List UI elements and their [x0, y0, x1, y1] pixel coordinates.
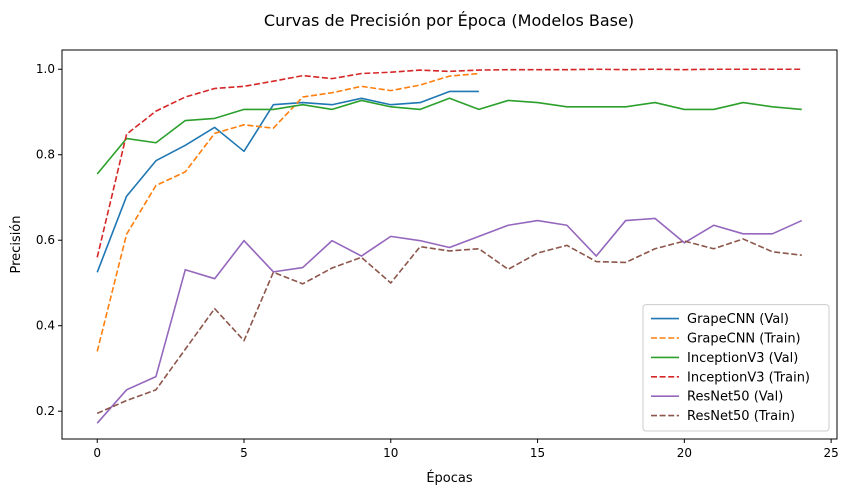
y-tick-label: 1.0	[36, 62, 55, 76]
axes: 0 5 10 15 20 25 0.2 0.4 0.6 0.8 1.0	[36, 62, 839, 460]
x-axis-title: Épocas	[426, 470, 473, 486]
x-tick-label: 10	[383, 446, 398, 460]
legend-label: GrapeCNN (Val)	[687, 312, 789, 327]
y-tick-label: 0.6	[36, 233, 55, 247]
x-tick-label: 5	[240, 446, 248, 460]
plot-area	[96, 68, 803, 424]
x-tick-label: 15	[530, 446, 545, 460]
legend-label: InceptionV3 (Val)	[687, 351, 798, 366]
x-tick-label: 25	[823, 446, 838, 460]
y-axis-title: Precisión	[9, 215, 24, 273]
series-line-0	[96, 90, 479, 273]
chart-title: Curvas de Precisión por Época (Modelos B…	[264, 11, 634, 30]
y-tick-label: 0.2	[36, 404, 55, 418]
y-tick-label: 0.4	[36, 319, 55, 333]
series-line-5	[96, 238, 802, 415]
series-line-4	[96, 217, 803, 424]
series-line-1	[96, 72, 479, 352]
legend-label: GrapeCNN (Train)	[687, 332, 801, 347]
legend-label: InceptionV3 (Train)	[687, 370, 810, 385]
series-line-3	[96, 68, 802, 258]
legend: GrapeCNN (Val) GrapeCNN (Train) InceptionV…	[642, 304, 830, 432]
y-tick-label: 0.8	[36, 148, 55, 162]
plot-frame	[61, 49, 838, 440]
x-tick-label: 0	[93, 446, 101, 460]
legend-box	[642, 304, 830, 432]
legend-label: ResNet50 (Val)	[687, 390, 783, 405]
x-tick-label: 20	[677, 446, 692, 460]
series-line-2	[96, 97, 802, 175]
legend-label: ResNet50 (Train)	[687, 409, 795, 424]
